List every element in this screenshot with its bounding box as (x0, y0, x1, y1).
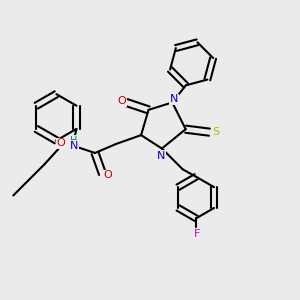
Text: N: N (169, 94, 178, 104)
Text: O: O (117, 96, 126, 106)
Text: O: O (56, 139, 65, 148)
Text: S: S (212, 127, 219, 136)
Text: F: F (194, 229, 200, 239)
Text: H: H (70, 136, 78, 146)
Text: O: O (103, 170, 112, 180)
Text: N: N (70, 141, 78, 151)
Text: N: N (157, 151, 166, 161)
